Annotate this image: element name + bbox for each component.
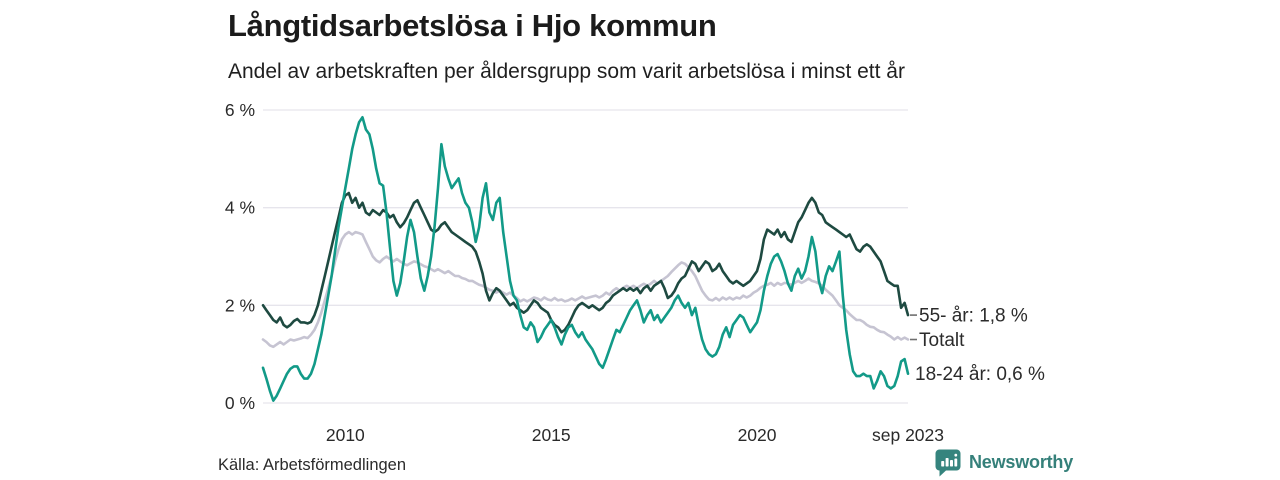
source-note: Källa: Arbetsförmedlingen xyxy=(218,456,407,474)
x-tick-label: sep 2023 xyxy=(872,425,944,445)
series-line-totalt xyxy=(261,230,910,349)
brand-name: Newsworthy xyxy=(969,452,1074,472)
chart-subtitle: Andel av arbetskraften per åldersgrupp s… xyxy=(228,60,905,83)
x-tick-label: 2010 xyxy=(326,425,365,445)
series-line-55-r xyxy=(261,191,910,334)
y-tick-label: 0 % xyxy=(225,393,255,413)
y-tick-label: 2 % xyxy=(225,295,255,315)
y-tick-label: 4 % xyxy=(225,198,255,218)
x-tick-label: 2020 xyxy=(738,425,777,445)
series-line-18-24-r xyxy=(261,116,910,402)
brand-logo: Newsworthy xyxy=(934,448,1073,477)
newsworthy-bubble-icon xyxy=(935,449,961,477)
series-end-label: 18-24 år: 0,6 % xyxy=(915,364,1045,385)
chart-title: Långtidsarbetslösa i Hjo kommun xyxy=(228,8,717,43)
y-tick-label: 6 % xyxy=(225,100,255,120)
series-end-label: Totalt xyxy=(919,330,965,351)
x-tick-label: 2015 xyxy=(532,425,571,445)
series-end-label: 55- år: 1,8 % xyxy=(919,306,1028,327)
